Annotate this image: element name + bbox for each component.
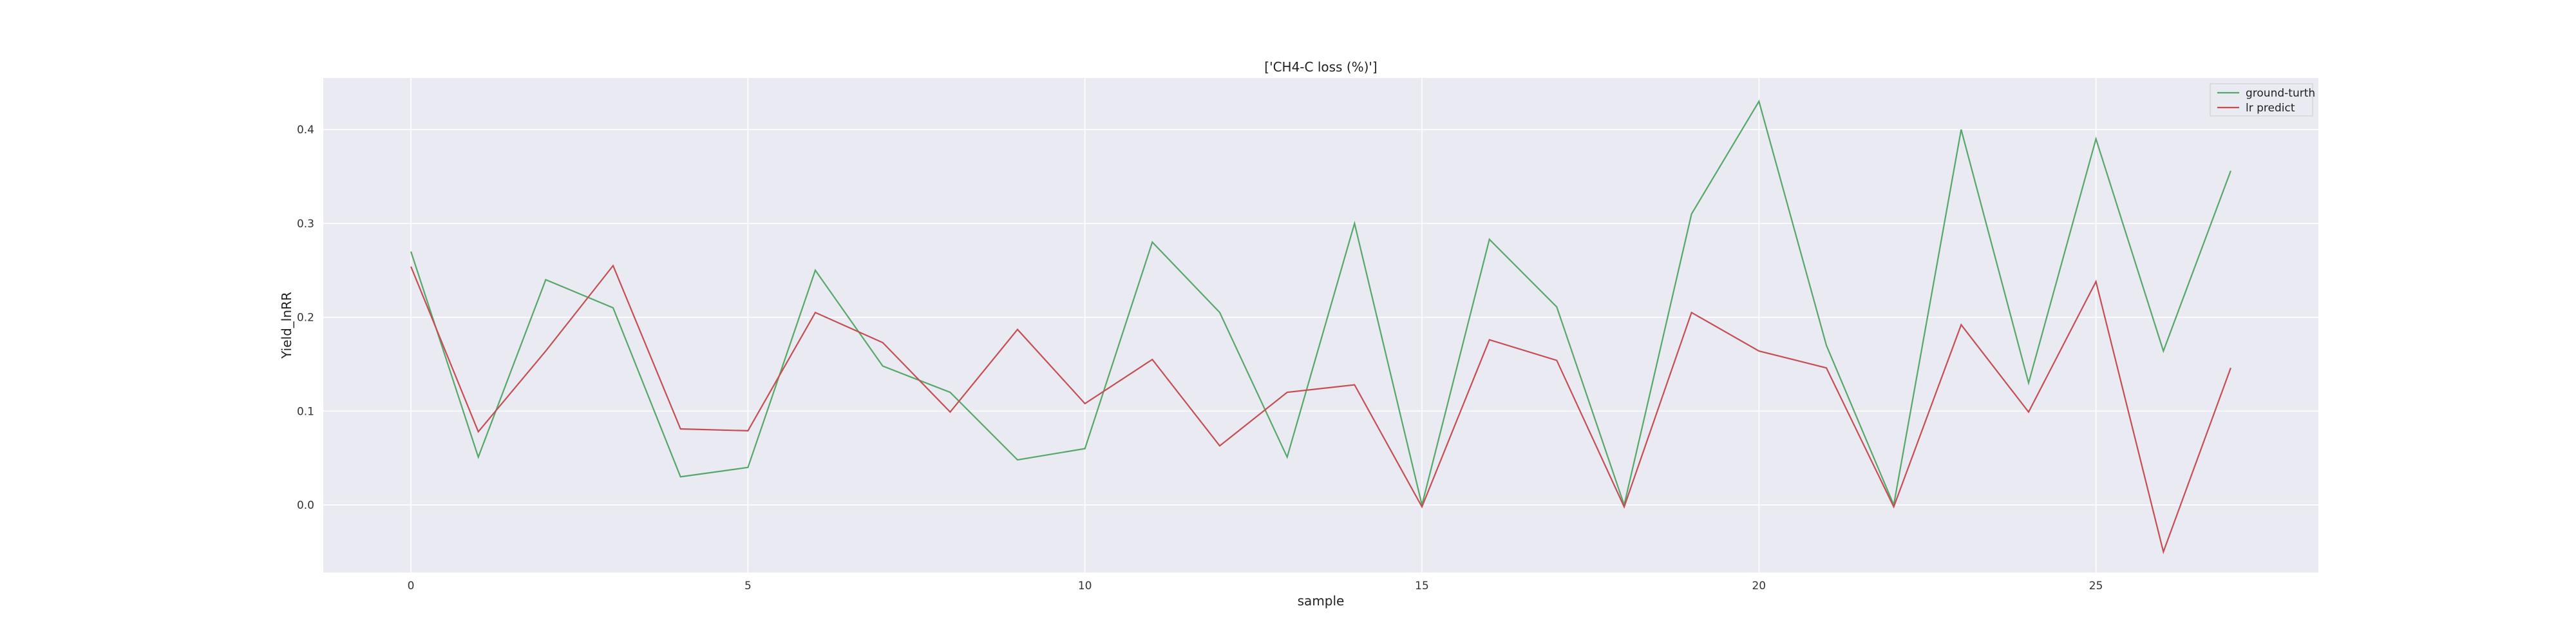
y-tick-labels: 0.0 0.1 0.2 0.3 0.4 (297, 124, 314, 512)
x-tick-label: 20 (1752, 580, 1766, 592)
plot-background (323, 78, 2318, 573)
series-line-1 (410, 264, 2231, 554)
y-tick-label: 0.3 (297, 218, 314, 231)
x-tick-label: 0 (408, 580, 415, 592)
x-tick-label: 15 (1415, 580, 1429, 592)
x-axis-label: sample (1298, 593, 1345, 609)
x-tick-label: 10 (1078, 580, 1092, 592)
series-line-0 (410, 99, 2231, 508)
y-tick-label: 0.4 (297, 124, 314, 137)
y-tick-label: 0.2 (297, 312, 314, 325)
y-tick-label: 0.0 (297, 499, 314, 512)
legend: ground-turth lr predict (2210, 83, 2315, 117)
x-tick-labels: 0 5 10 15 20 25 (408, 580, 2103, 592)
legend-box (2210, 83, 2313, 117)
legend-label-0: ground-turth (2246, 87, 2315, 100)
chart-title: ['CH4-C loss (%)'] (1264, 59, 1377, 75)
y-axis-label: Yield_lnRR (279, 292, 294, 359)
x-tick-label: 5 (744, 580, 752, 592)
x-tick-label: 25 (2089, 580, 2103, 592)
series-lines (410, 99, 2231, 554)
y-tick-label: 0.1 (297, 405, 314, 418)
legend-label-1: lr predict (2246, 102, 2295, 115)
